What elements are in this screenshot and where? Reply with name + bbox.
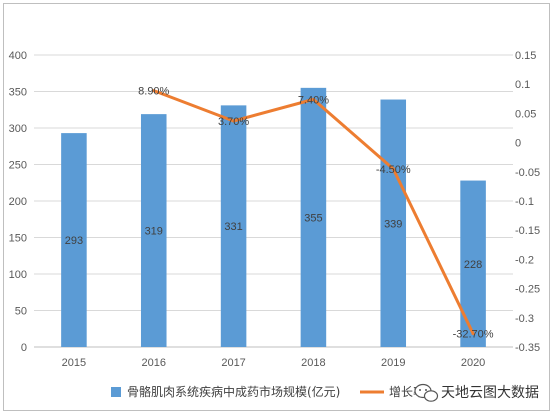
left-axis-tick-label: 0 (21, 342, 27, 354)
left-axis-tick-label: 250 (9, 160, 27, 172)
right-axis-tick-label: -0.15 (515, 225, 540, 237)
growth-point (152, 89, 156, 93)
left-axis-ticks: 0 50 100 150 200 250 300 350 400 (9, 50, 27, 354)
growth-point (232, 119, 236, 123)
left-axis-tick-label: 100 (9, 269, 27, 281)
growth-point (471, 332, 475, 336)
bar-data-label: 228 (464, 259, 482, 271)
wechat-icon (414, 383, 439, 402)
growth-data-label: -32.70% (453, 329, 494, 341)
legend: 骨骼肌肉系统疾病中成药市场规模(亿元) 增长率 (111, 384, 425, 399)
right-axis-tick-label: 0.1 (515, 79, 530, 91)
growth-data-label: 7.40% (298, 94, 329, 106)
right-axis-ticks: 0.15 0.1 0.05 0 -0.05 -0.1 -0.15 -0.2 -0.25 -0.3 -… (515, 50, 540, 354)
bar-data-label: 355 (304, 212, 322, 224)
right-axis-tick-label: -0.2 (515, 254, 534, 266)
watermark-text: 天地云图大数据 (441, 385, 539, 401)
legend-bar-swatch (111, 387, 121, 397)
right-axis-tick-label: -0.05 (515, 167, 540, 179)
bar-data-label: 293 (65, 235, 83, 247)
bar (61, 133, 87, 347)
x-axis-tick-label: 2017 (221, 357, 245, 369)
right-axis-tick-label: 0 (515, 138, 521, 150)
legend-bar-label: 骨骼肌肉系统疾病中成药市场规模(亿元) (127, 384, 340, 399)
x-axis-tick-label: 2015 (62, 357, 86, 369)
left-axis-tick-label: 200 (9, 196, 27, 208)
right-axis-tick-label: -0.35 (515, 342, 540, 354)
left-axis-tick-label: 350 (9, 87, 27, 99)
bar-data-label: 319 (145, 226, 163, 238)
gridlines (34, 54, 513, 348)
right-axis-tick-label: 0.05 (515, 108, 536, 120)
growth-data-label: -4.50% (376, 164, 411, 176)
left-axis-tick-label: 300 (9, 123, 27, 135)
bar (300, 87, 327, 347)
x-axis-tick-label: 2019 (381, 357, 405, 369)
bar-data-labels: 293 319 331 355 339 228 (65, 212, 483, 270)
right-axis-tick-label: 0.15 (515, 50, 536, 62)
growth-data-labels: 8.90% 3.70% 7.40% -4.50% -32.70% (138, 86, 494, 341)
growth-point (391, 167, 395, 171)
left-axis-tick-label: 400 (9, 50, 27, 62)
watermark: 天地云图大数据 (414, 383, 539, 402)
x-axis-tick-label: 2016 (142, 357, 166, 369)
bar-data-label: 339 (384, 218, 402, 230)
left-axis-tick-label: 150 (9, 233, 27, 245)
growth-point (311, 97, 315, 101)
right-axis-tick-label: -0.1 (515, 196, 534, 208)
bar-series (61, 87, 486, 348)
right-axis-tick-label: -0.25 (515, 284, 540, 296)
bar-data-label: 331 (224, 221, 242, 233)
bar (380, 99, 407, 347)
bar (220, 105, 247, 348)
x-axis-tick-label: 2020 (461, 357, 485, 369)
x-axis-ticks: 2015 2016 2017 2018 2019 2020 (62, 357, 486, 369)
growth-data-label: 8.90% (138, 86, 169, 98)
right-axis-tick-label: -0.3 (515, 313, 534, 325)
chart-frame (3, 3, 550, 411)
growth-data-label: 3.70% (218, 116, 249, 128)
x-axis-tick-label: 2018 (301, 357, 325, 369)
left-axis-tick-label: 50 (15, 306, 27, 318)
growth-line-series (152, 89, 475, 336)
bar (140, 114, 167, 347)
